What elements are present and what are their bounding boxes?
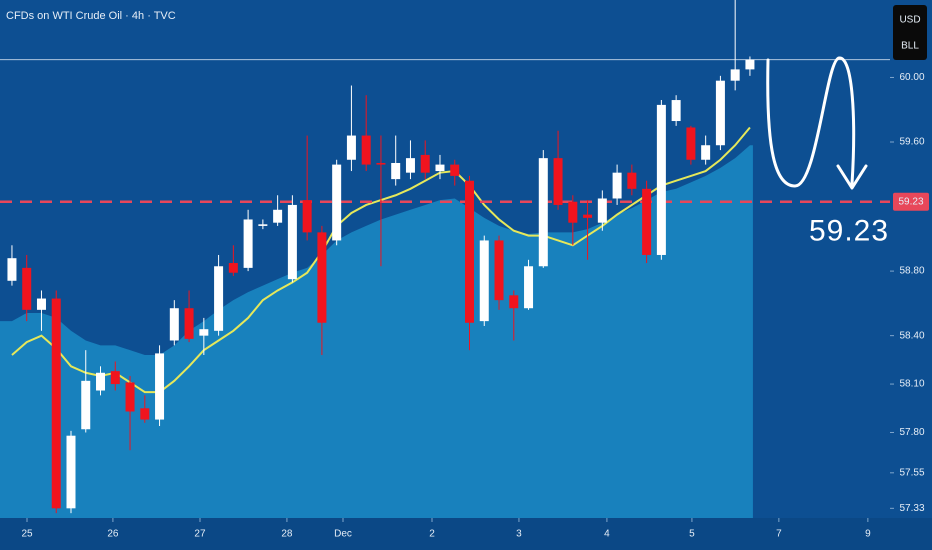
candle-body xyxy=(22,267,32,310)
candle-body xyxy=(538,158,548,267)
candle-body xyxy=(258,224,268,226)
x-tick-label: 25 xyxy=(21,529,33,540)
candle-body xyxy=(169,308,179,341)
candle-body xyxy=(155,353,165,420)
candle-body xyxy=(376,162,386,165)
y-tick-label: 57.33 xyxy=(899,503,924,514)
candle-body xyxy=(184,308,194,339)
candle-body xyxy=(243,219,253,268)
x-tick-label: 3 xyxy=(516,529,522,540)
candle-body xyxy=(553,158,563,205)
candle-body xyxy=(656,104,666,255)
candle-body xyxy=(450,164,460,176)
x-axis-strip xyxy=(0,518,932,550)
candle-body xyxy=(405,158,415,173)
y-tick-label: 60.00 xyxy=(899,72,924,83)
candle-body xyxy=(214,266,224,331)
x-tick-label: 2 xyxy=(429,529,435,540)
candle-body xyxy=(110,371,120,385)
unit: BLL xyxy=(901,41,919,52)
currency-box xyxy=(893,5,927,60)
candle-body xyxy=(391,162,401,180)
candle-body xyxy=(228,263,238,273)
candle-body xyxy=(332,164,342,241)
candle-body xyxy=(287,204,297,280)
candle-body xyxy=(125,382,135,412)
candle-body xyxy=(199,329,209,336)
target-badge-label: 59.23 xyxy=(898,196,923,207)
candle-body xyxy=(302,200,312,233)
plot-area xyxy=(0,0,890,518)
area xyxy=(0,145,753,518)
candle-body xyxy=(435,164,445,172)
arrow-head xyxy=(836,164,868,190)
y-tick-label: 57.55 xyxy=(899,467,924,478)
candle-body xyxy=(627,172,637,189)
x-tick-label: 28 xyxy=(281,529,293,540)
candle-body xyxy=(715,80,725,146)
y-tick-label: 58.10 xyxy=(899,379,924,390)
y-tick-label: 57.80 xyxy=(899,427,924,438)
candle-body xyxy=(671,100,681,122)
candle-body xyxy=(465,180,475,323)
candle-body xyxy=(583,214,593,218)
candle-body xyxy=(745,59,755,70)
candle-body xyxy=(524,266,534,309)
candle-body xyxy=(730,69,740,81)
candle-body xyxy=(346,135,356,160)
candle-body xyxy=(701,145,711,160)
target-badge xyxy=(893,192,929,211)
candle-body xyxy=(317,232,327,323)
candle-body xyxy=(686,127,696,160)
candle-body xyxy=(568,201,578,223)
candle-body xyxy=(7,258,17,281)
candle-body xyxy=(420,154,430,173)
candle-body xyxy=(66,435,76,509)
chart-title: CFDs on WTI Crude Oil · 4h · TVC xyxy=(6,10,176,22)
x-tick-label: 9 xyxy=(865,529,871,540)
candle-body xyxy=(81,380,91,430)
candle-body xyxy=(96,372,106,391)
candle-body xyxy=(509,295,519,309)
target-annotation: 59.23 xyxy=(809,215,889,248)
candle-body xyxy=(597,198,607,223)
candle-body xyxy=(51,298,61,509)
candle-body xyxy=(612,172,622,199)
y-tick-label: 59.60 xyxy=(899,137,924,148)
x-tick-label: Dec xyxy=(334,529,352,540)
x-tick-label: 5 xyxy=(689,529,695,540)
candle-body xyxy=(140,408,150,420)
candle-body xyxy=(36,298,46,310)
currency: USD xyxy=(899,15,920,26)
candle-body xyxy=(494,240,504,301)
candle-body xyxy=(361,135,371,165)
candle-body xyxy=(479,240,489,322)
y-tick-label: 58.40 xyxy=(899,330,924,341)
forecast-arrow xyxy=(766,56,856,188)
x-tick-label: 4 xyxy=(604,529,610,540)
candle-body xyxy=(642,188,652,255)
y-tick-label: 58.80 xyxy=(899,266,924,277)
x-tick-label: 7 xyxy=(776,529,782,540)
x-tick-label: 26 xyxy=(107,529,119,540)
candle-body xyxy=(273,209,283,223)
x-tick-label: 27 xyxy=(194,529,206,540)
